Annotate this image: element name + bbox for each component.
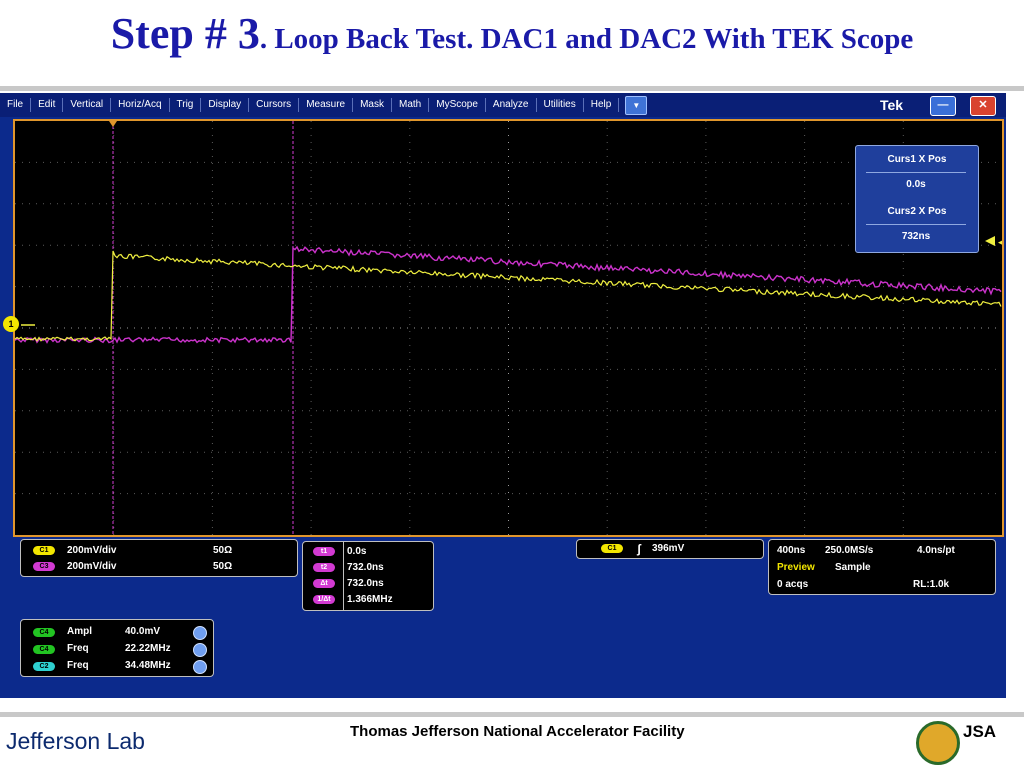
menu-horiz-acq[interactable]: Horiz/Acq bbox=[111, 98, 170, 112]
menu-measure[interactable]: Measure bbox=[299, 98, 354, 112]
menu-analyze[interactable]: Analyze bbox=[486, 98, 537, 112]
menu-edit[interactable]: Edit bbox=[31, 98, 64, 112]
menu-trig[interactable]: Trig bbox=[170, 98, 202, 112]
scope-application-window: File Edit Vertical Horiz/Acq Trig Displa… bbox=[0, 93, 1006, 698]
menu-help[interactable]: Help bbox=[584, 98, 620, 112]
waveform-display[interactable]: ◂ 1 Curs1 X Pos 0.0s Curs2 X Pos 732ns bbox=[3, 119, 1004, 537]
close-button[interactable]: ✕ bbox=[970, 96, 996, 116]
cursor-position-panel[interactable]: Curs1 X Pos 0.0s Curs2 X Pos 732ns bbox=[855, 145, 979, 253]
t1-value: 0.0s bbox=[347, 546, 367, 557]
ch1-impedance: 50Ω bbox=[213, 545, 233, 556]
meas1-name: Ampl bbox=[67, 626, 92, 637]
trigger-position-icon bbox=[109, 121, 117, 127]
meas2-name: Freq bbox=[67, 643, 89, 654]
menu-cursors[interactable]: Cursors bbox=[249, 98, 300, 112]
meas1-info-icon[interactable] bbox=[193, 626, 207, 640]
graticule-grid bbox=[15, 121, 1002, 535]
delta-t-badge: Δt bbox=[313, 579, 335, 588]
cursor-readout-box[interactable]: t1 0.0s t2 732.0ns Δt 732.0ns 1/Δt 1.366… bbox=[302, 541, 434, 611]
jsa-logo: JSA bbox=[963, 722, 997, 741]
readout-divider bbox=[343, 542, 344, 610]
t2-value: 732.0ns bbox=[347, 562, 384, 573]
slide-title-step: Step # 3 bbox=[110, 9, 260, 58]
channel1-trace bbox=[15, 250, 1002, 342]
t1-badge: t1 bbox=[313, 547, 335, 556]
trigger-source-badge: C1 bbox=[601, 544, 623, 553]
menu-dropdown-icon[interactable]: ▼ bbox=[625, 95, 648, 115]
ch1-scale: 200mV/div bbox=[67, 545, 117, 556]
channel-scale-box[interactable]: C1 200mV/div 50Ω C3 200mV/div 50Ω bbox=[20, 539, 298, 577]
ch3-badge[interactable]: C3 bbox=[33, 562, 55, 571]
scope-menubar: File Edit Vertical Horiz/Acq Trig Displa… bbox=[0, 93, 1006, 117]
meas1-badge: C4 bbox=[33, 628, 55, 637]
menu-file[interactable]: File bbox=[0, 98, 32, 112]
slide-title: Step # 3. Loop Back Test. DAC1 and DAC2 … bbox=[0, 8, 1024, 59]
curs1-value: 0.0s bbox=[866, 172, 966, 190]
curs1-label: Curs1 X Pos bbox=[887, 154, 947, 165]
trigger-slope-icon: ʃ bbox=[637, 542, 641, 556]
trigger-level: 396mV bbox=[652, 543, 685, 554]
footer-text: Thomas Jefferson National Accelerator Fa… bbox=[350, 723, 685, 740]
trigger-level-icon bbox=[985, 236, 995, 246]
t2-badge: t2 bbox=[313, 563, 335, 572]
menu-myscope[interactable]: MyScope bbox=[429, 98, 486, 112]
slide-title-rest: . Loop Back Test. DAC1 and DAC2 With TEK… bbox=[259, 23, 914, 55]
channel3-trace bbox=[15, 245, 1002, 344]
meas3-name: Freq bbox=[67, 660, 89, 671]
meas2-badge: C4 bbox=[33, 645, 55, 654]
measurements-box[interactable]: C4 Ampl 40.0mV C4 Freq 22.22MHz C2 Freq … bbox=[20, 619, 214, 677]
minimize-button[interactable]: — bbox=[930, 96, 956, 116]
timebase: 400ns bbox=[777, 545, 806, 556]
menu-utilities[interactable]: Utilities bbox=[537, 98, 584, 112]
meas2-value: 22.22MHz bbox=[125, 643, 171, 654]
ch1-badge[interactable]: C1 bbox=[33, 546, 55, 555]
curs2-value: 732ns bbox=[866, 224, 966, 242]
ch3-scale: 200mV/div bbox=[67, 561, 117, 572]
channel1-marker[interactable]: 1 bbox=[3, 316, 19, 332]
meas3-badge: C2 bbox=[33, 662, 55, 671]
menu-mask[interactable]: Mask bbox=[353, 98, 392, 112]
title-divider bbox=[0, 86, 1024, 91]
menu-vertical[interactable]: Vertical bbox=[63, 98, 112, 112]
inv-delta-t-badge: 1/Δt bbox=[313, 595, 335, 604]
menu-math[interactable]: Math bbox=[392, 98, 430, 112]
inv-delta-t-value: 1.366MHz bbox=[347, 594, 393, 605]
svg-text:◂: ◂ bbox=[998, 237, 1002, 247]
preview-label: Preview bbox=[777, 562, 815, 573]
resolution: 4.0ns/pt bbox=[917, 545, 955, 556]
record-length: RL:1.0k bbox=[913, 579, 950, 590]
curs2-label: Curs2 X Pos bbox=[887, 206, 947, 217]
waveform-graticule: ◂ bbox=[15, 121, 1002, 535]
ch3-impedance: 50Ω bbox=[213, 561, 233, 572]
menu-display[interactable]: Display bbox=[201, 98, 250, 112]
meas1-value: 40.0mV bbox=[125, 626, 161, 637]
meas2-info-icon[interactable] bbox=[193, 643, 207, 657]
tek-brand-logo: Tek bbox=[880, 97, 904, 113]
doe-seal-logo bbox=[916, 721, 960, 765]
jefferson-lab-logo: Jefferson Lab bbox=[6, 728, 145, 754]
trigger-box[interactable]: C1 ʃ 396mV bbox=[576, 539, 764, 559]
acq-mode: Sample bbox=[835, 562, 871, 573]
horizontal-acq-box[interactable]: 400ns 250.0MS/s 4.0ns/pt Preview Sample … bbox=[768, 539, 996, 595]
delta-t-value: 732.0ns bbox=[347, 578, 384, 589]
acq-count: 0 acqs bbox=[777, 579, 809, 590]
meas3-info-icon[interactable] bbox=[193, 660, 207, 674]
footer-divider bbox=[0, 712, 1024, 717]
meas3-value: 34.48MHz bbox=[125, 660, 171, 671]
sample-rate: 250.0MS/s bbox=[825, 545, 874, 556]
